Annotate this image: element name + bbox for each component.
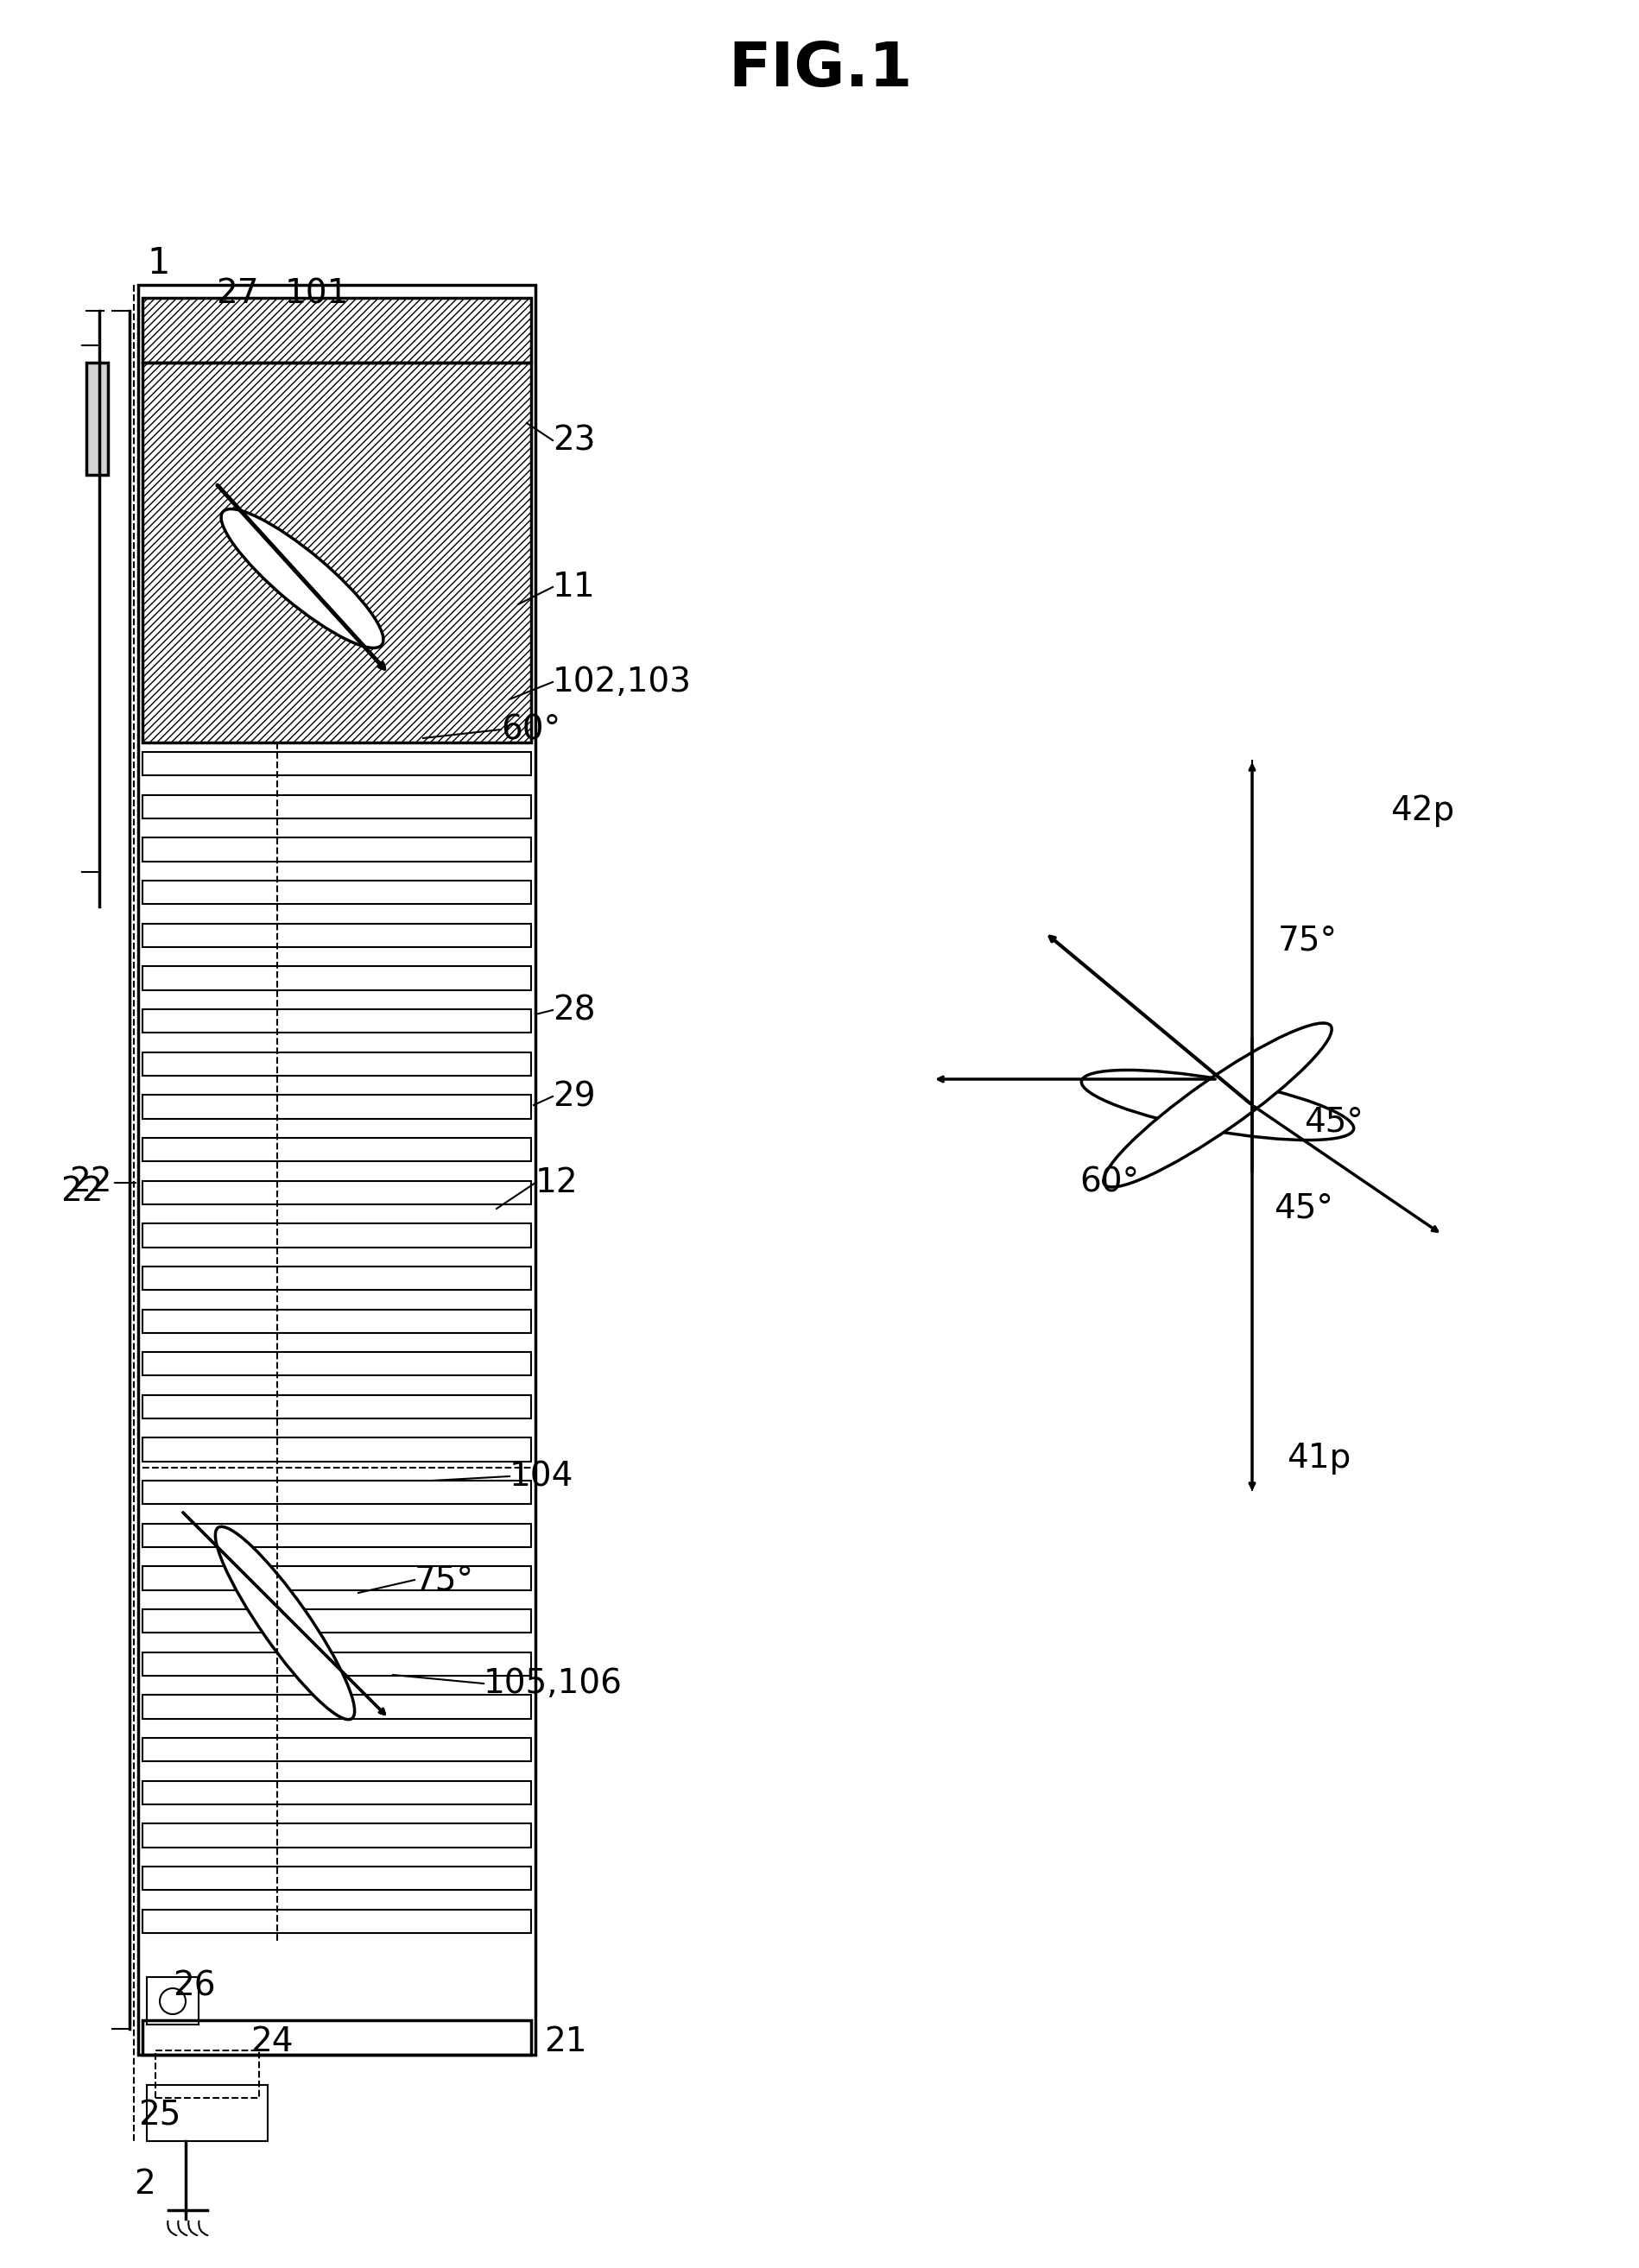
Bar — [143, 1780, 531, 1805]
Text: 28: 28 — [552, 993, 595, 1027]
Text: 75°: 75° — [415, 1563, 474, 1597]
Text: 1: 1 — [148, 245, 169, 281]
Bar — [143, 1481, 531, 1504]
Bar — [143, 1524, 531, 1547]
Bar — [143, 1438, 531, 1461]
Text: 24: 24 — [251, 2025, 293, 2057]
Ellipse shape — [221, 508, 384, 649]
Text: 2: 2 — [134, 2168, 156, 2200]
Text: FIG.1: FIG.1 — [728, 39, 911, 100]
Bar — [143, 1610, 531, 1633]
Bar — [143, 1052, 531, 1075]
Text: 101: 101 — [285, 277, 349, 311]
Text: 60°: 60° — [1078, 1166, 1139, 1198]
Ellipse shape — [215, 1526, 354, 1719]
Bar — [143, 1910, 531, 1932]
Bar — [143, 837, 531, 862]
Bar — [143, 753, 531, 776]
Bar — [143, 363, 531, 742]
Text: 12: 12 — [534, 1166, 579, 1200]
Text: 104: 104 — [510, 1461, 574, 1492]
Bar — [143, 2021, 531, 2055]
Bar — [148, 1978, 198, 2025]
Bar — [143, 966, 531, 991]
Bar — [143, 1139, 531, 1161]
Text: 60°: 60° — [500, 712, 561, 746]
Bar — [143, 1095, 531, 1118]
Ellipse shape — [1080, 1070, 1354, 1141]
Bar — [87, 363, 108, 474]
Bar — [143, 880, 531, 905]
Bar — [143, 1222, 531, 1247]
Bar — [143, 1567, 531, 1590]
Text: 105,106: 105,106 — [484, 1667, 623, 1701]
Text: 26: 26 — [172, 1969, 215, 2003]
Text: 41p: 41p — [1287, 1442, 1351, 1474]
Bar — [143, 1823, 531, 1846]
Bar — [143, 1309, 531, 1334]
Bar — [143, 1867, 531, 1889]
Text: 22: 22 — [69, 1166, 111, 1198]
Text: 25: 25 — [138, 2098, 180, 2132]
Ellipse shape — [1103, 1023, 1331, 1186]
Text: 29: 29 — [552, 1080, 595, 1114]
Text: 45°: 45° — [1303, 1105, 1362, 1139]
Text: 75°: 75° — [1277, 923, 1337, 957]
Bar — [143, 1651, 531, 1676]
Bar — [143, 923, 531, 948]
Bar — [143, 1694, 531, 1719]
Bar — [143, 1009, 531, 1032]
Bar — [143, 1737, 531, 1762]
Text: 22: 22 — [61, 1175, 103, 1209]
Text: 27: 27 — [216, 277, 259, 311]
Text: 23: 23 — [552, 424, 595, 456]
Text: 21: 21 — [544, 2025, 587, 2057]
Bar — [143, 1266, 531, 1290]
Bar — [143, 1352, 531, 1377]
Text: 11: 11 — [552, 572, 595, 603]
Bar — [143, 796, 531, 819]
Text: 42p: 42p — [1390, 794, 1454, 828]
Text: 45°: 45° — [1274, 1191, 1333, 1225]
Bar — [143, 1182, 531, 1204]
Bar — [138, 286, 534, 2055]
Bar — [143, 297, 531, 363]
Bar — [143, 1395, 531, 1418]
Bar — [148, 2084, 267, 2141]
Text: 102,103: 102,103 — [552, 665, 692, 699]
Bar — [156, 2050, 259, 2098]
